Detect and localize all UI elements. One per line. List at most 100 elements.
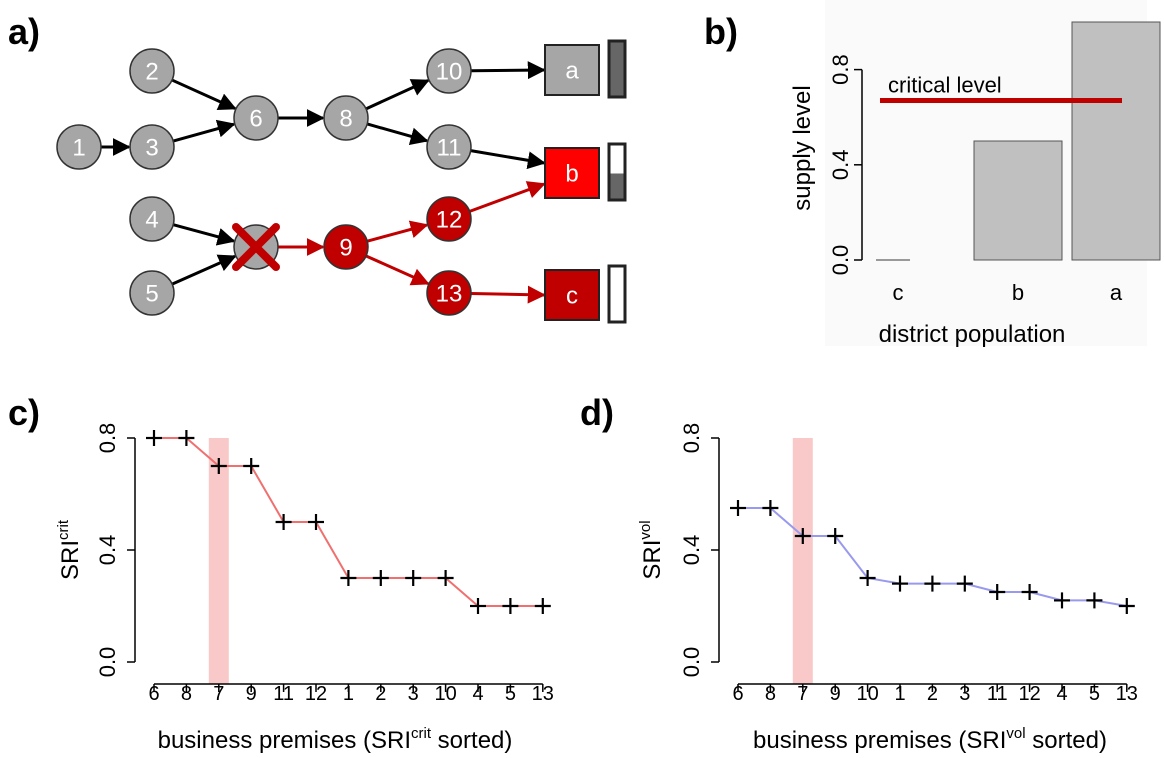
edge-13-c [470,285,546,304]
node-13-circle [426,270,472,316]
network-districts: a b c [544,39,627,324]
node-5-label: 5 [145,281,158,308]
d-x-tick-label-4: 4 [1056,683,1067,705]
node-1-label: 1 [72,135,85,162]
chart-d-ylabel-main: SRI [639,540,666,580]
chart-d-xlabel-pre: business premises (SRI [753,727,1006,754]
c-y-tick-label: 0.4 [95,535,120,566]
chart-c-axes [134,438,544,692]
node-12-circle [426,196,472,242]
chart-c-ylabel-sup: crit [55,519,72,540]
c-point-5 [502,598,519,614]
bar-a [1071,21,1161,261]
node-4: 4 [129,196,175,242]
chart-c-y-tick-labels: 0.0 0.4 0.8 [95,423,135,677]
d-y-tick-label: 0.0 [679,647,704,678]
d-x-tick-label-3: 3 [959,683,970,705]
edge-3-6 [172,119,236,143]
chart-d-xlabel-sup: vol [1006,725,1025,742]
d-x-tick-label-5: 5 [1089,683,1100,705]
chart-c-ylabel-main: SRI [57,540,84,580]
c-point-12 [308,514,324,530]
d-x-tick-label-10: 10 [856,683,878,705]
node-10: 10 [426,48,472,94]
chart-b-x-axis-title: district population [879,321,1066,348]
node-11-circle [426,124,472,170]
chart-c-xlabel-sup: crit [411,725,432,742]
node-5: 5 [129,270,175,316]
d-x-tick-label-9: 9 [830,683,841,705]
c-x-tick-label-9: 9 [246,683,257,705]
chart-d-points [730,500,1135,614]
edge-11-b [470,149,546,170]
c-x-tick-label-12: 12 [305,683,327,705]
district-a-box [544,44,600,96]
chart-c-xlabel-pre: business premises (SRI [158,727,411,754]
x-tick-label-a: a [1110,280,1123,305]
chart-d-y-tick-labels: 0.0 0.4 0.8 [679,423,719,678]
chart-d-x-tick-labels: 6 8 7 9 10 1 2 3 11 12 4 5 13 [732,683,1137,705]
c-point-7 [210,458,227,474]
c-point-9 [243,458,260,474]
edge-5-7 [171,254,237,286]
district-c-gauge [607,264,627,324]
panel-label-d: d) [580,392,614,433]
sri-vol-chart: 6 8 7 9 10 1 2 3 11 12 4 5 13 0.00.40.8 SRIvol busin… [637,423,1138,754]
c-point-13 [534,598,551,614]
c-point-4 [470,598,486,614]
c-x-tick-label-10: 10 [434,683,456,705]
node-2: 2 [129,48,175,94]
c-x-tick-label-7: 7 [213,683,224,705]
edge-12-b [469,181,546,213]
node-11-label: 11 [437,135,462,162]
edge-2-6 [171,78,237,111]
d-x-tick-label-2: 2 [927,683,938,705]
node-6-circle [233,95,279,141]
chart-d-xlabel-post: sorted) [1026,727,1107,754]
edge-10-a [470,61,546,80]
district-a: a [544,39,627,99]
chart-d-y-axis-title: SRIvol [637,520,666,579]
c-x-tick-label-11: 11 [273,683,294,705]
chart-b-y-axis: 0.0 0.4 0.8 [828,54,863,275]
d-x-tick-label-13: 13 [1116,683,1138,705]
edge-8-11 [366,122,429,146]
node-6-label: 6 [249,106,262,133]
node-10-circle [426,48,472,94]
panel-label-a: a) [8,11,40,52]
district-b: b [544,142,627,202]
chart-d-axes [718,438,1128,692]
edge-8-10 [365,79,430,111]
c-y-tick-label: 0.8 [95,423,120,454]
c-x-tick-label-2: 2 [375,683,386,705]
bar-b [973,140,1063,261]
y-tick-label: 0.4 [828,150,853,181]
district-b-label: b [565,161,578,188]
panel-label-b: b) [704,11,738,52]
node-10-label: 10 [436,59,463,86]
d-point-12 [1021,584,1038,600]
d-x-tick-label-1: 1 [894,683,905,705]
d-point-4 [1054,592,1070,609]
panel-label-c: c) [8,392,40,433]
d-point-2 [924,575,941,592]
d-y-tick-label: 0.8 [679,423,704,454]
d-point-8 [762,500,779,516]
c-point-3 [405,570,422,586]
d-x-tick-label-7: 7 [797,683,808,705]
district-c-label: c [566,283,578,310]
c-x-tick-label-5: 5 [505,683,516,705]
d-x-tick-label-6: 6 [732,683,743,705]
node-9-circle [323,224,369,270]
c-x-tick-label-1: 1 [343,683,354,705]
district-b-box [544,147,600,199]
node-8-circle [323,95,369,141]
node-8-label: 8 [339,106,352,133]
node-7 [232,223,280,271]
d-x-tick-label-8: 8 [765,683,776,705]
node-2-label: 2 [145,59,158,86]
